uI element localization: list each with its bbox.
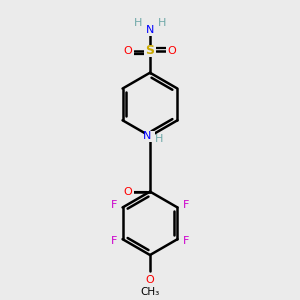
Bar [142,287,158,297]
Bar [166,46,177,56]
Text: H: H [134,18,142,28]
Bar [123,46,134,56]
Bar [144,276,156,287]
Text: H: H [158,18,166,28]
Bar [182,237,191,246]
Text: O: O [146,275,154,285]
Bar [123,186,134,197]
Text: N: N [143,131,151,141]
Bar [144,45,156,57]
Text: S: S [146,44,154,57]
Text: O: O [124,187,133,196]
Text: CH₃: CH₃ [140,287,160,297]
Text: N: N [146,25,154,35]
Text: F: F [183,200,190,211]
Text: F: F [110,236,117,246]
Text: H: H [155,134,163,144]
Text: O: O [124,46,133,56]
Text: F: F [110,200,117,211]
Bar [182,201,191,210]
Bar [145,131,155,142]
Bar [145,25,155,36]
Bar [109,201,118,210]
Text: F: F [183,236,190,246]
Text: O: O [167,46,176,56]
Bar [109,237,118,246]
